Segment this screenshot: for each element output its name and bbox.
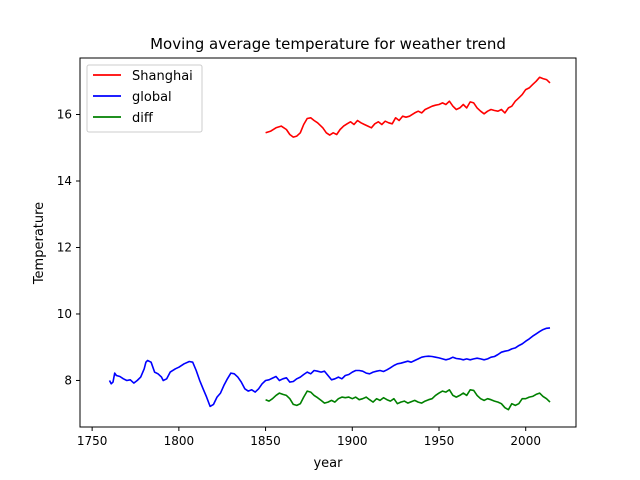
y-tick-label: 16 (57, 108, 72, 122)
y-tick-label: 14 (57, 174, 72, 188)
legend: Shanghai global diff (86, 64, 203, 133)
series-line-global (108, 327, 551, 408)
x-tick-label: 1750 (77, 434, 108, 448)
legend-box (86, 64, 203, 133)
plot-lines (108, 76, 551, 411)
axes-frame (79, 57, 577, 428)
y-axis-label: Temperature (32, 202, 47, 285)
x-tick-label: 1950 (424, 434, 455, 448)
y-tick-label: 10 (57, 307, 72, 321)
legend-label: global (132, 90, 172, 105)
x-tick-label: 2000 (510, 434, 541, 448)
y-tick-label: 8 (64, 373, 72, 387)
series-line-diff (265, 389, 551, 411)
series-line-shanghai (265, 76, 551, 138)
legend-label: Shanghai (132, 69, 193, 84)
chart-title: Moving average temperature for weather t… (150, 35, 506, 53)
y-tick-label: 12 (57, 240, 72, 254)
x-axis: 1750 1800 1850 1900 1950 2000 (77, 427, 541, 448)
x-axis-label: year (313, 456, 343, 471)
y-axis: 8 10 12 14 16 (57, 108, 80, 387)
x-tick-label: 1850 (250, 434, 281, 448)
x-tick-label: 1800 (164, 434, 195, 448)
legend-label: diff (132, 111, 154, 126)
x-tick-label: 1900 (337, 434, 368, 448)
